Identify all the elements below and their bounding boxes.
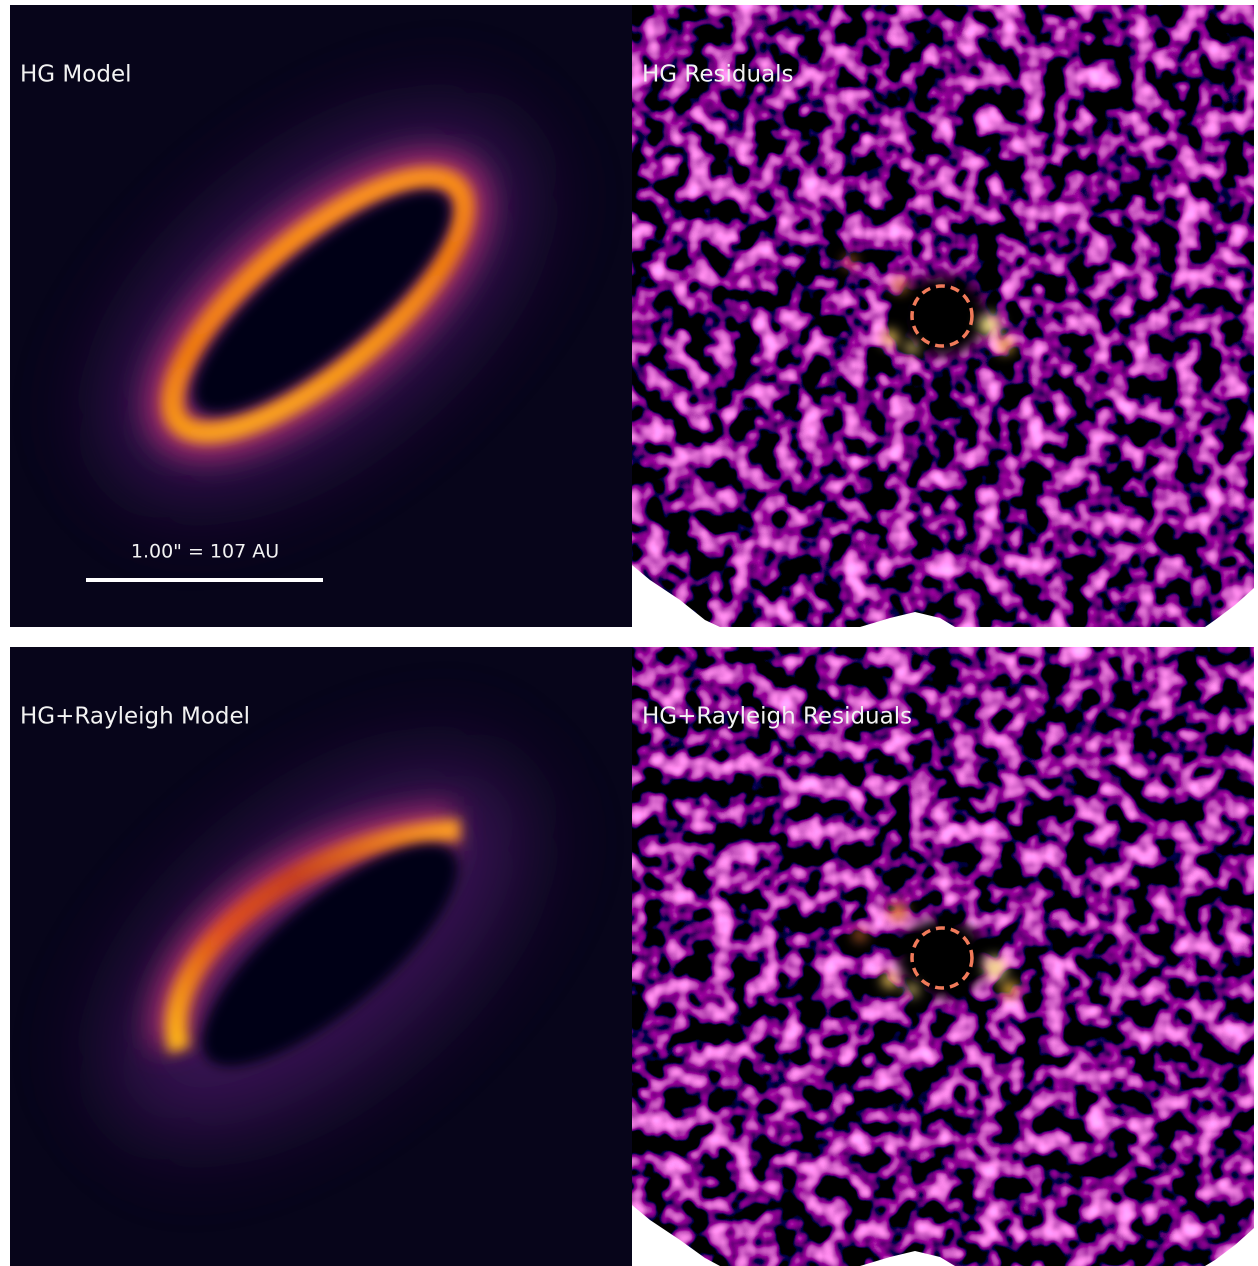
panel-label: HG Model [20, 62, 132, 88]
star-marker [910, 284, 974, 348]
mask-edge [860, 612, 955, 627]
mask-edge [1205, 1228, 1254, 1266]
star-marker [910, 926, 974, 990]
disk-cavity [202, 843, 458, 1067]
residual-blobs [844, 256, 1013, 354]
hg-rayleigh-model-panel: HG+Rayleigh Model [10, 647, 632, 1266]
hg-rayleigh-residuals-panel: HG+Rayleigh Residuals [632, 647, 1254, 1266]
mask-edge [860, 1251, 955, 1266]
residual-blobs [854, 903, 1018, 998]
panel-label: HG+Rayleigh Residuals [642, 704, 912, 730]
disk-cavity [193, 191, 451, 413]
mask-edge [1205, 588, 1254, 627]
hg-model-panel: HG Model 1.00" = 107 AU [10, 5, 632, 627]
disk-ring [161, 166, 475, 444]
hg-residuals-panel: HG Residuals [632, 5, 1254, 627]
disk-ring [165, 819, 461, 1054]
mask-edge [632, 1205, 720, 1266]
mask-edge [632, 565, 720, 627]
panel-label: HG+Rayleigh Model [20, 704, 250, 730]
scale-bar-label: 1.00" = 107 AU [131, 541, 279, 563]
panel-label: HG Residuals [642, 62, 794, 88]
